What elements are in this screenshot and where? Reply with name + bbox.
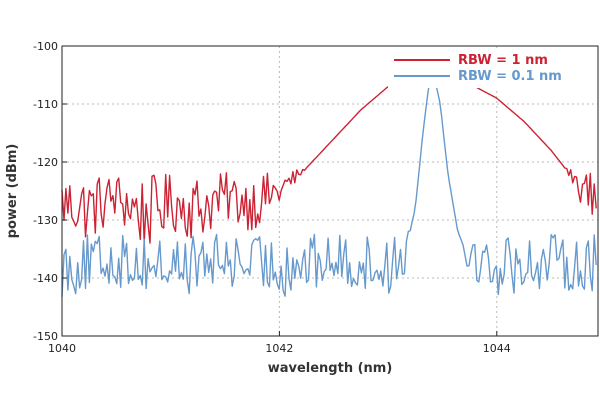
x-tick-label: 1040 [48,342,76,355]
x-tick-label: 1042 [265,342,293,355]
plot-frame [61,45,599,337]
y-tick-label: -140 [33,272,58,285]
legend-label-rbw-0.1nm: RBW = 0.1 nm [458,69,562,84]
y-tick-label: -130 [33,214,58,227]
y-tick-label: -120 [33,156,58,169]
y-axis-title: power (dBm) [5,144,20,239]
y-tick-label: -100 [33,40,58,53]
legend-label-rbw-1nm: RBW = 1 nm [458,53,548,68]
x-axis-title: wavelength (nm) [268,361,393,376]
axis-ticks: 104010421044104610481-100-110-120-130-14… [33,40,511,355]
y-tick-label: -110 [33,98,58,111]
series-line-1 [61,74,597,297]
x-tick-label: 1044 [483,342,511,355]
y-tick-label: -150 [33,330,58,343]
legend: RBW = 1 nm RBW = 0.1 nm [388,48,586,88]
series-layer [61,74,597,297]
series-line-0 [61,74,597,244]
